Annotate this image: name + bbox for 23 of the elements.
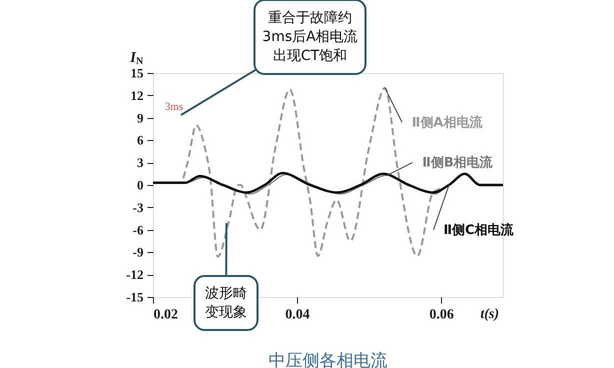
y-tick-label: 3 (137, 155, 144, 170)
annotation: 3ms (164, 101, 184, 113)
text: 中压侧各相电流 (268, 351, 388, 368)
line-series (152, 172, 504, 194)
y-tick-label: 12 (130, 88, 144, 103)
y-tick-label: 9 (137, 110, 144, 126)
text: 重合于故障约3ms后A相电流出现CT饱和 (262, 10, 358, 64)
series-label: Ⅱ侧B相电流 (422, 154, 494, 171)
y-tick-label: -3 (132, 200, 144, 215)
text: Ⅱ侧C相电流 (443, 222, 515, 238)
y-tick-label: 6 (137, 132, 144, 148)
annotation: 波形畸变现象 (205, 286, 247, 320)
series-label: Ⅱ侧A相电流 (412, 114, 484, 130)
x-tick-label: 0.06 (429, 308, 454, 322)
y-tick-label: -9 (132, 244, 144, 260)
y-tick-label: -15 (126, 290, 144, 304)
y-tick-label: 15 (130, 66, 144, 80)
x-tick-label: 0.02 (154, 308, 178, 322)
x-tick-label: 0.04 (285, 308, 310, 322)
y-tick-label: -6 (132, 222, 144, 238)
y-tick-label: -12 (126, 267, 144, 282)
x-axis-title: t(s) (480, 307, 499, 322)
y-tick-label: 0 (137, 178, 144, 192)
